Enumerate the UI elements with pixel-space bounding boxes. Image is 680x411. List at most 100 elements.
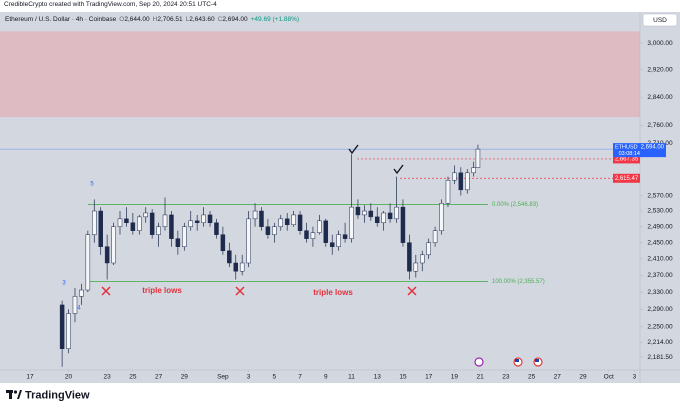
candle-body <box>355 206 361 216</box>
candle-body <box>439 203 444 231</box>
fib-label: 100.00% (2,355.57) <box>492 279 545 285</box>
candle-body <box>149 212 155 235</box>
x-tick-label: 13 <box>374 374 382 381</box>
checkmark <box>348 144 359 155</box>
candle-body <box>329 242 335 247</box>
y-tick-label: 2,570.00 <box>647 192 673 199</box>
candle-body <box>387 212 393 220</box>
wave-label: 3 <box>62 281 66 287</box>
candle-body <box>137 216 142 231</box>
x-tick-label: 19 <box>451 374 459 381</box>
x-tick-label: 3 <box>247 374 251 381</box>
countdown-label: 03:08:14 <box>619 151 640 157</box>
level-label: 2,615.47 <box>615 176 639 182</box>
candle-body <box>59 304 65 349</box>
x-tick-label: 25 <box>129 374 137 381</box>
x-tick-label: 7 <box>298 374 302 381</box>
candle-body <box>156 226 161 235</box>
y-tick-label: 2,530.00 <box>647 208 673 215</box>
candle-body <box>349 206 354 239</box>
checkmark <box>393 164 404 175</box>
candle-body <box>111 226 116 264</box>
candle-body <box>475 148 481 168</box>
candle-body <box>445 180 451 204</box>
candle-body <box>72 296 78 314</box>
candle-body <box>214 222 219 235</box>
candle-body <box>471 167 476 174</box>
ohlc-value: 2,643.60 <box>189 16 215 23</box>
x-tick-label: 21 <box>477 374 485 381</box>
level-label-box <box>613 154 640 164</box>
y-tick-label: 2,214.00 <box>647 339 673 346</box>
annotation: triple lows <box>142 286 182 295</box>
candle-body <box>130 222 136 231</box>
level-label-box <box>613 173 640 183</box>
candle-body <box>381 212 386 224</box>
y-tick-label: 2,920.00 <box>647 66 673 73</box>
x-tick-label: 20 <box>65 374 73 381</box>
x-tick-label: 27 <box>554 374 562 381</box>
x-tick-label: Oct <box>604 374 614 381</box>
y-tick-label: 2,370.00 <box>647 272 673 279</box>
candle-body <box>362 210 367 216</box>
symbol: Ethereum / U.S. Dollar · 4h · Coinbase <box>5 16 117 23</box>
wave-label: 4 <box>77 306 81 312</box>
candle-body <box>432 230 438 243</box>
wave-label: 5 <box>90 182 94 188</box>
logo-shape <box>9 390 12 399</box>
candle-body <box>368 210 374 218</box>
fib-label: 0.00% (2,546.83) <box>492 202 538 208</box>
event-icon <box>515 359 519 362</box>
y-tick-label: 2,490.00 <box>647 223 673 230</box>
y-tick-label: 2,330.00 <box>647 289 673 296</box>
x-tick-label: 17 <box>26 374 34 381</box>
annotation: triple lows <box>313 288 353 297</box>
ohlc-key: H <box>152 16 158 23</box>
ohlc-value: 2,694.00 <box>222 16 248 23</box>
candle-body <box>323 220 329 243</box>
x-tick-label: 25 <box>528 374 536 381</box>
last-price-box <box>613 143 666 158</box>
candle-body <box>304 230 309 239</box>
candle-body <box>407 242 412 272</box>
ohlc: L2,643.60 <box>186 16 215 23</box>
candle-body <box>452 172 457 181</box>
candle-body <box>175 238 181 247</box>
candle-body <box>194 220 200 224</box>
candle-body <box>220 234 226 251</box>
candle-body <box>92 210 97 235</box>
candle-body <box>259 210 264 227</box>
event-icon <box>535 359 539 362</box>
candle-body <box>169 214 174 239</box>
ohlc-key: C <box>217 16 223 23</box>
event-icons <box>474 357 543 367</box>
candle-body <box>143 212 148 218</box>
candle-body <box>413 262 419 272</box>
y-tick-label: 2,840.00 <box>647 94 673 101</box>
candle-body <box>85 234 91 291</box>
candle-body <box>233 262 239 272</box>
candle-body <box>227 250 232 264</box>
candle-body <box>420 254 425 264</box>
candle-body <box>342 234 348 239</box>
x-tick-label: 3 <box>633 374 637 381</box>
time-axis-background <box>0 370 680 383</box>
candle-body <box>124 218 129 224</box>
candle-body <box>310 232 316 239</box>
candle-body <box>207 214 213 224</box>
price-axis-background <box>640 12 680 370</box>
y-tick-label: 2,450.00 <box>647 239 673 246</box>
brand: TradingView <box>25 389 90 401</box>
logo-shape <box>13 390 18 394</box>
x-mark <box>407 286 417 296</box>
y-tick-label: 2,760.00 <box>647 122 673 129</box>
candle-body <box>182 226 187 247</box>
x-tick-label: 9 <box>324 374 328 381</box>
candle-body <box>117 218 123 227</box>
ohlc-key: O <box>119 16 125 23</box>
candle-body <box>188 220 193 227</box>
candle-body <box>272 226 277 235</box>
marks: 3,000.002,920.002,840.002,760.002,710.00… <box>0 31 673 381</box>
candle-body <box>66 313 71 349</box>
